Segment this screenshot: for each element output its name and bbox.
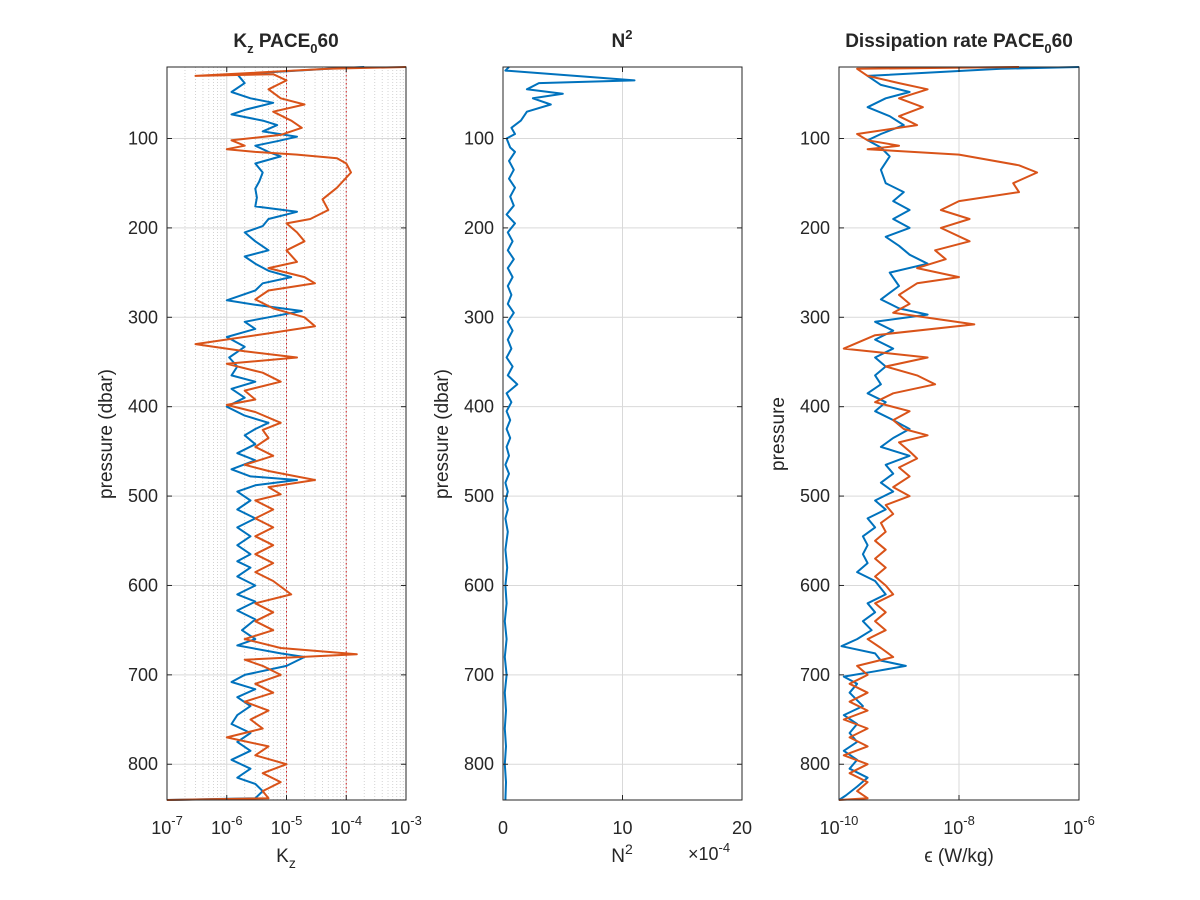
dissipation-panel-title: Dissipation rate PACE060 — [845, 31, 1073, 56]
n2-x-tick-label: 10 — [612, 818, 632, 838]
n2-x-axis-label: N2 — [611, 841, 633, 867]
dissipation-series-group — [838, 66, 1080, 801]
n2-y-tick-label: 300 — [464, 307, 494, 327]
dissipation-x-tick-label: 10-6 — [1063, 813, 1095, 838]
n2-x-tick-label: 0 — [498, 818, 508, 838]
n2-y-tick-label: 500 — [464, 486, 494, 506]
kz-series-line-1 — [166, 66, 365, 801]
kz-ticks: 10-7 10-6 10-5 10-4 10-3 100 200 300 400 500 600 70… — [128, 67, 422, 838]
kz-y-tick-label: 400 — [128, 397, 158, 417]
kz-series-group — [166, 66, 407, 801]
dissipation-y-tick-label: 800 — [800, 754, 830, 774]
dissipation-series-line-1 — [838, 66, 1080, 801]
n2-panel-title: N2 — [612, 27, 633, 52]
kz-y-tick-label: 200 — [128, 218, 158, 238]
dissipation-panel: 10-10 10-8 10-6 100 200 300 400 500 600 700 800 Di… — [768, 31, 1095, 867]
n2-y-tick-label: 200 — [464, 218, 494, 238]
dissipation-y-axis-label: pressure — [768, 397, 789, 471]
kz-x-tick-label: 10-7 — [151, 813, 183, 838]
dissipation-y-tick-label: 600 — [800, 575, 830, 595]
dissipation-y-tick-label: 400 — [800, 397, 830, 417]
kz-series-line-2 — [166, 66, 407, 801]
kz-y-tick-label: 600 — [128, 575, 158, 595]
kz-y-tick-label: 500 — [128, 486, 158, 506]
n2-y-tick-label: 100 — [464, 129, 494, 149]
n2-x-tick-label: 20 — [732, 818, 752, 838]
n2-ticks: 0 10 20 100 200 300 400 500 600 700 800 — [464, 67, 752, 838]
dissipation-y-tick-label: 200 — [800, 218, 830, 238]
kz-y-tick-label: 300 — [128, 307, 158, 327]
dissipation-y-tick-label: 700 — [800, 665, 830, 685]
dissipation-y-tick-label: 100 — [800, 129, 830, 149]
dissipation-x-axis-label: ϵ (W/kg) — [924, 846, 994, 867]
dissipation-x-tick-label: 10-8 — [943, 813, 975, 838]
kz-y-tick-label: 100 — [128, 129, 158, 149]
kz-x-axis-label: Kz — [276, 846, 296, 871]
n2-y-axis-label: pressure (dbar) — [432, 369, 453, 499]
kz-panel: 10-7 10-6 10-5 10-4 10-3 100 200 300 400 500 600 70… — [96, 31, 422, 871]
kz-x-tick-label: 10-5 — [271, 813, 303, 838]
kz-y-tick-label: 700 — [128, 665, 158, 685]
kz-x-tick-label: 10-3 — [390, 813, 422, 838]
n2-y-tick-label: 800 — [464, 754, 494, 774]
dissipation-ticks: 10-10 10-8 10-6 100 200 300 400 500 600 700 800 — [800, 67, 1095, 838]
kz-panel-title: Kz PACE060 — [233, 31, 338, 56]
dissipation-series-line-2 — [838, 66, 1039, 801]
dissipation-x-tick-label: 10-10 — [820, 813, 859, 838]
n2-series-group — [503, 66, 636, 801]
kz-y-tick-label: 800 — [128, 754, 158, 774]
n2-panel: 0 10 20 100 200 300 400 500 600 700 800 N2 N2 ×10-… — [432, 27, 752, 867]
dissipation-y-tick-label: 300 — [800, 307, 830, 327]
n2-y-tick-label: 600 — [464, 575, 494, 595]
n2-y-tick-label: 400 — [464, 397, 494, 417]
kz-x-tick-label: 10-4 — [330, 813, 362, 838]
n2-series-line-1 — [503, 66, 636, 801]
dissipation-y-tick-label: 500 — [800, 486, 830, 506]
n2-x-multiplier: ×10-4 — [688, 840, 730, 864]
kz-x-tick-label: 10-6 — [211, 813, 243, 838]
kz-y-axis-label: pressure (dbar) — [96, 369, 117, 499]
n2-y-tick-label: 700 — [464, 665, 494, 685]
